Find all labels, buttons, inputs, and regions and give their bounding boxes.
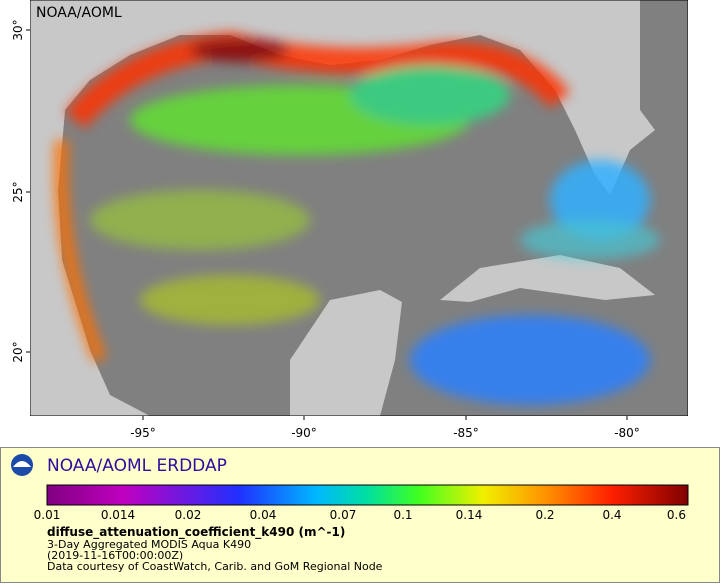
colorbar-label: 0.014 [101, 508, 135, 522]
lat-label: 25° [11, 181, 25, 202]
mexico [30, 100, 150, 416]
colorbar-label: 0.2 [535, 508, 554, 522]
legend-title: NOAA/AOML ERDDAP [47, 456, 227, 476]
colorbar-label: 0.1 [393, 508, 412, 522]
blob [90, 190, 310, 250]
colorbar-label: 0.14 [456, 508, 483, 522]
blob [140, 275, 320, 325]
logo-bird [13, 461, 31, 467]
info-line: 3-Day Aggregated MODIS Aqua K490 [47, 538, 251, 551]
blob [410, 315, 650, 405]
colorbar-label: 0.6 [667, 508, 686, 522]
colorbar-label: 0.04 [250, 508, 277, 522]
atlantic [640, 0, 688, 416]
map [30, 0, 688, 416]
variable-name: diffuse_attenuation_coefficient_k490 (m^… [47, 525, 345, 540]
blob [520, 220, 660, 260]
k490-field [54, 31, 660, 405]
blob [550, 160, 650, 240]
coastal-band [54, 139, 107, 363]
colorbar [46, 484, 689, 506]
colorbar-label: 0.07 [330, 508, 357, 522]
blob [350, 65, 510, 125]
cuba [440, 255, 655, 302]
legend-panel [0, 447, 720, 583]
lon-label: -90° [291, 426, 317, 440]
lat-label: 30° [11, 19, 25, 40]
colorbar-label: 0.4 [602, 508, 621, 522]
lat-label: 20° [11, 341, 25, 362]
watermark: NOAA/AOML [36, 5, 122, 21]
coastal-band [65, 31, 571, 129]
info-line: Data courtesy of CoastWatch, Carib. and … [47, 560, 383, 573]
lon-label: -80° [614, 426, 640, 440]
colorbar-label: 0.01 [34, 508, 61, 522]
info-line: (2019-11-16T00:00:00Z) [47, 549, 183, 562]
colorbar-labels: 0.01 0.014 0.02 0.04 0.07 0.1 0.14 0.2 0.4 0.6 [34, 508, 686, 522]
lat-axis: 30° 25° 20° [11, 19, 30, 363]
yucatan [290, 290, 402, 416]
blob [190, 38, 290, 62]
lon-axis: -95° -90° -85° -80° [130, 416, 640, 440]
lon-label: -95° [130, 426, 156, 440]
lon-label: -85° [453, 426, 479, 440]
colorbar-label: 0.02 [175, 508, 202, 522]
